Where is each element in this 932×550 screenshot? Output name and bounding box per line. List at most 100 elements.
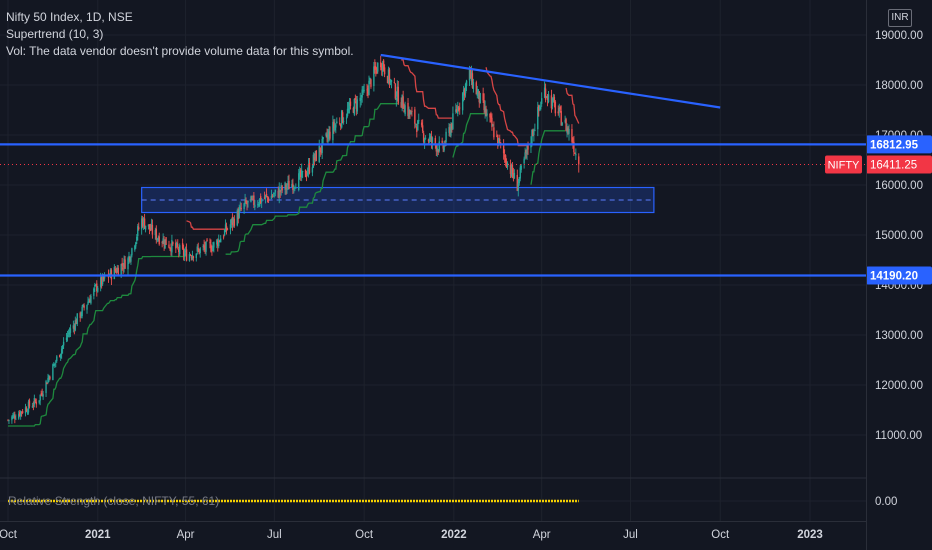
candle-body	[216, 240, 218, 245]
candle-body	[162, 238, 164, 244]
supertrend-legend[interactable]: Supertrend (10, 3)	[6, 27, 104, 41]
candle-body	[339, 123, 341, 124]
candle-body	[418, 120, 420, 122]
candle-body	[259, 196, 262, 203]
candle-body	[34, 399, 37, 402]
candle-body	[115, 270, 117, 273]
candle-body	[38, 400, 40, 403]
candle-body	[147, 224, 150, 227]
rs-indicator-legend[interactable]: Relative Strength (close, NIFTY, 55, 61)	[8, 494, 220, 508]
candle-body	[551, 98, 554, 107]
candle-body	[25, 408, 28, 412]
candle-body	[377, 62, 379, 72]
candle-body	[46, 382, 48, 385]
candle-body	[8, 419, 10, 421]
candle-body	[176, 242, 178, 247]
candle-body	[458, 108, 460, 110]
candle-body	[400, 102, 402, 108]
candle-body	[94, 284, 96, 287]
candle-body	[141, 218, 144, 227]
last-price-label: 16411.25	[870, 159, 917, 171]
symbol-tag-label: NIFTY	[828, 159, 860, 171]
candle-body	[24, 407, 27, 414]
candle-body	[319, 147, 321, 153]
level-price-label: 16812.95	[870, 139, 919, 151]
candle-body	[161, 242, 163, 244]
candle-body	[298, 173, 300, 191]
candle-body	[333, 121, 335, 129]
candle-body	[178, 248, 180, 252]
candle-body	[496, 135, 498, 137]
candle-body	[142, 218, 145, 226]
candle-body	[49, 376, 51, 379]
candle-body	[353, 98, 356, 115]
candle-body	[404, 105, 406, 115]
candle-body	[75, 320, 77, 325]
candle-body	[498, 138, 500, 145]
candle-body	[578, 156, 580, 165]
candle-body	[124, 259, 126, 269]
candle-body	[240, 207, 242, 210]
volume-note: Vol: The data vendor doesn't provide vol…	[6, 44, 354, 58]
candle-body	[286, 186, 288, 188]
chart-legend: Nifty 50 Index, 1D, NSE Supertrend (10, …	[6, 9, 354, 60]
candle-body	[279, 190, 281, 193]
candle-body	[450, 125, 452, 136]
candle-body	[566, 127, 568, 134]
candle-body	[470, 71, 473, 82]
candle-body	[168, 244, 170, 248]
candle-body	[287, 180, 289, 186]
currency-badge[interactable]: INR	[888, 9, 912, 27]
candle-body	[254, 204, 256, 208]
candle-body	[410, 112, 412, 115]
candle-body	[72, 325, 75, 329]
candle-body	[137, 226, 139, 237]
y-axis-border	[866, 0, 867, 550]
level-price-label: 14190.20	[870, 270, 918, 282]
candle-body	[226, 228, 229, 230]
candle-body	[45, 380, 47, 393]
candle-body	[525, 150, 527, 153]
candle-body	[155, 228, 158, 241]
candle-body	[322, 137, 324, 140]
candle-body	[368, 80, 370, 96]
candle-body	[69, 328, 72, 333]
candle-body	[181, 243, 184, 249]
candle-body	[32, 405, 35, 407]
candle-body	[31, 406, 34, 408]
candle-body	[518, 177, 520, 184]
candle-body	[429, 135, 432, 140]
candle-body	[539, 106, 541, 109]
candle-body	[534, 130, 536, 132]
candle-body	[560, 111, 562, 126]
candle-body	[420, 122, 423, 126]
candle-body	[354, 98, 357, 100]
candle-body	[182, 247, 185, 256]
candle-body	[382, 60, 385, 70]
candle-body	[509, 165, 512, 174]
candle-body	[189, 255, 192, 256]
supertrend-lines	[8, 59, 580, 427]
x-tick-label: Apr	[533, 529, 551, 541]
candle-body	[246, 203, 248, 205]
candle-body	[342, 120, 345, 122]
candle-body	[157, 238, 159, 241]
candle-body	[355, 101, 358, 109]
candle-body	[140, 218, 143, 230]
candle-body	[493, 127, 495, 138]
symbol-title[interactable]: Nifty 50 Index, 1D, NSE	[6, 10, 133, 24]
candle-body	[18, 413, 20, 419]
candle-body	[568, 129, 570, 134]
candle-body	[315, 150, 318, 161]
candle-body	[417, 120, 419, 131]
candle-body	[128, 255, 130, 260]
y-tick-label: 16000.00	[875, 180, 923, 192]
candle-body	[266, 196, 269, 198]
candles	[7, 55, 580, 425]
candle-body	[136, 236, 138, 241]
candle-body	[561, 122, 563, 126]
candle-body	[13, 414, 15, 417]
candle-body	[285, 184, 287, 190]
x-tick-label: Oct	[355, 529, 374, 541]
